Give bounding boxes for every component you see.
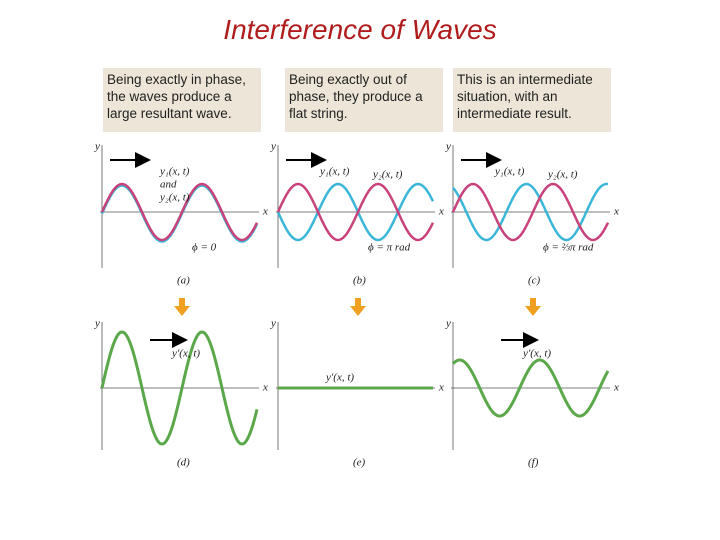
down-arrow [350,298,366,316]
panel-label: (e) [353,457,366,469]
curve-label: y₂(x, t) [159,192,190,204]
caption: This is an intermediate situation, with … [453,68,611,132]
wave [452,182,609,242]
wave [276,182,435,242]
panel-label: (c) [528,275,541,287]
curve-label: and [160,179,177,191]
axis-label: x [613,206,619,218]
axis-label: y [270,318,276,330]
curve-label: y₁(x, t) [319,166,350,178]
axis-label: y [94,141,100,153]
wave [451,358,610,418]
wave [451,182,610,242]
panel-label: (b) [353,275,366,287]
curve-label: y₁(x, t) [159,166,190,178]
phase-label: ϕ = 0 [192,242,217,254]
axis-label: y [445,318,451,330]
curve-label: y′(x, t) [171,348,200,360]
axis-label: x [438,382,444,394]
curve-label: y₂(x, t) [372,169,403,181]
panel-label: (f) [528,457,539,469]
curve-label: y₁(x, t) [494,166,525,178]
panel-label: (d) [177,457,190,469]
panel-label: (a) [177,275,190,287]
curve-label: y′(x, t) [325,372,354,384]
phase-label: ϕ = π rad [368,242,411,254]
axis-label: x [262,382,268,394]
axis-label: x [262,206,268,218]
axis-label: y [270,141,276,153]
axis-label: y [94,318,100,330]
axis-label: y [445,141,451,153]
title: Interference of Waves [223,14,497,45]
down-arrow [174,298,190,316]
wave [276,182,435,242]
wave [100,330,259,446]
down-arrow [525,298,541,316]
caption: Being exactly out of phase, they produce… [285,68,443,132]
phase-label: ϕ = ⅔π rad [543,242,594,254]
axis-label: x [438,206,444,218]
curve-label: y₂(x, t) [547,169,578,181]
caption: Being exactly in phase, the waves produc… [103,68,261,132]
wave [100,182,259,242]
axis-label: x [613,382,619,394]
curve-label: y′(x, t) [522,348,551,360]
